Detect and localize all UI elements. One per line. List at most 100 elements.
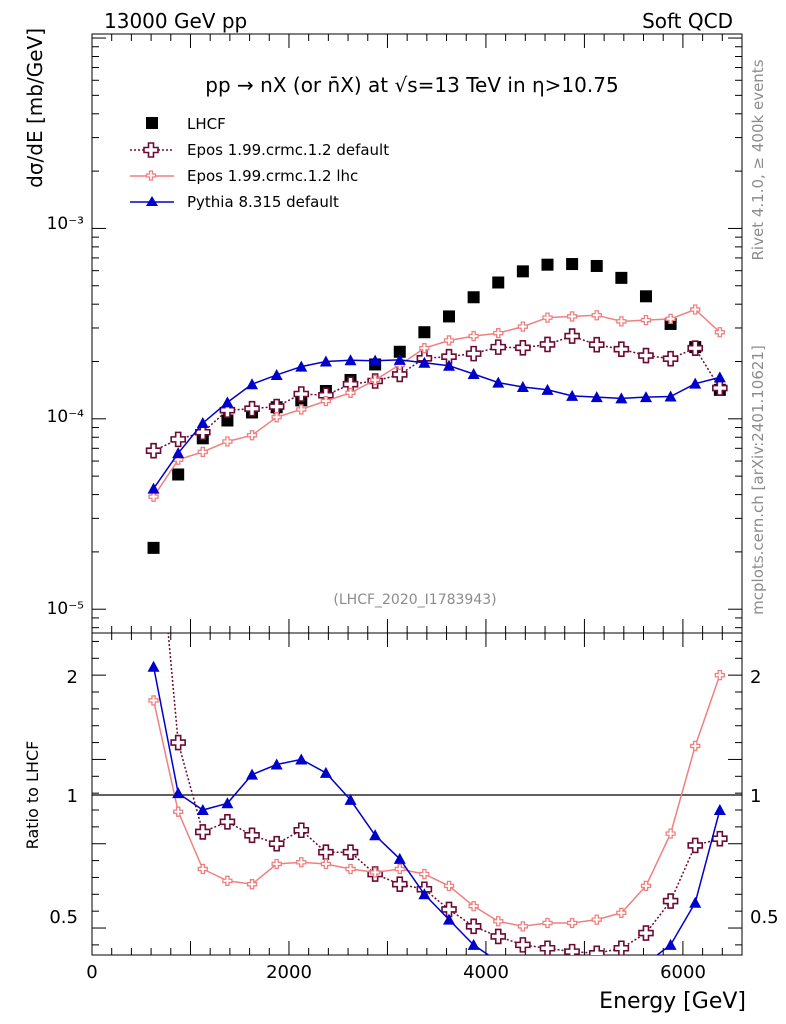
data-point-epos-default (293, 386, 310, 402)
ratio-point-epos-default (219, 814, 236, 830)
data-point-epos-lhc (271, 412, 282, 423)
ratio-point-pythia (418, 888, 431, 900)
ratio-tick-label-0.5-right: 0.5 (750, 907, 779, 928)
x-tick-label-0: 0 (86, 962, 97, 983)
data-point-pythia (664, 390, 677, 402)
ratio-point-pythia (246, 768, 259, 780)
legend-label-epos-lhc: Epos 1.99.crmc.1.2 lhc (187, 167, 358, 185)
data-point-lhcf (615, 271, 628, 284)
ratio-point-epos-lhc (246, 879, 258, 890)
ratio-point-epos-lhc (173, 806, 184, 817)
data-point-epos-lhc (345, 387, 356, 398)
ratio-point-pythia (467, 938, 480, 950)
legend-marker-epos-default (143, 142, 159, 158)
legend-marker-pythia (146, 196, 158, 206)
data-point-epos-default (687, 340, 704, 356)
ratio-point-pythia (319, 766, 332, 778)
ratio-point-pythia (591, 973, 603, 984)
axis-ticks (91, 34, 743, 955)
ratio-point-pythia (344, 793, 357, 805)
ratio-point-epos-lhc (345, 863, 356, 875)
ratio-tick-label-2-left: 2 (67, 667, 78, 688)
data-point-lhcf (541, 258, 554, 271)
data-point-epos-lhc (222, 436, 233, 447)
plot-title: pp → nX (or n̄X) at √s=13 TeV in η>10.75 (205, 73, 618, 97)
mcplots-source-label: mcplots.cern.ch [arXiv:2401.10621] (749, 345, 767, 615)
data-point-epos-default (638, 347, 654, 364)
data-point-epos-default (441, 348, 457, 365)
ratio-point-epos-lhc (148, 695, 159, 706)
ratio-point-epos-default (588, 945, 605, 955)
series-lhcf (147, 258, 726, 554)
data-point-pythia (492, 376, 505, 388)
rivet-version-label: Rivet 4.1.0, ≥ 400k events (749, 59, 767, 260)
ratio-point-epos-lhc (542, 917, 553, 929)
ratio-point-epos-lhc (419, 868, 430, 880)
ratio-point-pythia (664, 938, 677, 950)
data-point-lhcf (516, 265, 529, 278)
data-point-pythia (196, 417, 209, 429)
ratio-point-pythia (689, 896, 702, 908)
series-line-epos-lhc (152, 308, 721, 498)
ratio-point-epos-lhc (690, 740, 701, 752)
ratio-point-epos-default (638, 925, 654, 941)
ratio-point-epos-default (515, 937, 531, 953)
ratio-point-epos-default (465, 918, 482, 935)
ratio-point-pythia (640, 957, 652, 968)
legend-label-lhcf: LHCF (187, 115, 226, 133)
x-axis-title: Energy [GeV] (599, 989, 746, 1014)
analysis-id-label: (LHCF_2020_I1783943) (333, 592, 496, 608)
data-point-epos-lhc (493, 327, 504, 339)
data-point-epos-lhc (542, 312, 553, 323)
data-point-epos-lhc (246, 430, 258, 441)
data-point-pythia (713, 371, 726, 383)
ratio-point-epos-default (613, 940, 630, 955)
ratio-point-epos-default (318, 844, 334, 860)
ratio-point-epos-lhc (443, 880, 455, 892)
series-epos-lhc (148, 304, 725, 502)
data-point-pythia (270, 368, 283, 380)
ratio-point-epos-default (293, 822, 310, 839)
ratio-point-epos-lhc (394, 863, 405, 875)
legend-marker-lhcf (146, 117, 158, 129)
data-point-lhcf (443, 310, 456, 323)
series-epos-default (145, 328, 728, 459)
ratio-point-epos-lhc (517, 921, 529, 932)
x-tick-label-4000: 4000 (463, 962, 509, 983)
data-point-pythia (516, 380, 529, 392)
ratio-point-pythia (713, 804, 726, 816)
main-y-tick-labels: 10⁻³ 10⁻⁴ 10⁻⁵ (47, 214, 85, 619)
ratio-series-epos-default (167, 633, 728, 955)
data-point-epos-default (490, 339, 507, 355)
data-point-lhcf (492, 276, 505, 289)
ratio-point-epos-default (539, 940, 556, 955)
data-point-epos-lhc (148, 491, 159, 502)
ratio-point-pythia (443, 913, 456, 925)
data-point-lhcf (467, 291, 480, 304)
data-point-pythia (147, 482, 160, 494)
ratio-tick-label-2-right: 2 (750, 667, 761, 688)
y-tick-label-1e-4: 10⁻⁴ (47, 407, 85, 427)
data-point-pythia (566, 389, 579, 401)
ratio-point-epos-lhc (616, 907, 627, 919)
data-point-epos-lhc (690, 304, 701, 315)
data-point-lhcf (147, 541, 160, 554)
ratio-point-pythia (147, 660, 160, 672)
main-plot-marks (145, 258, 728, 554)
ratio-point-epos-default (564, 943, 580, 955)
data-point-epos-default (465, 345, 482, 362)
ratio-point-epos-lhc (296, 857, 307, 868)
data-point-epos-default (145, 442, 162, 459)
data-point-pythia (615, 392, 628, 404)
data-point-pythia (418, 356, 431, 368)
x-tick-labels: 0 2000 4000 6000 (86, 962, 706, 983)
ratio-point-epos-default (712, 830, 728, 847)
ratio-tick-label-1-right: 1 (750, 786, 761, 807)
data-point-epos-default (539, 336, 556, 353)
ratio-point-epos-lhc (714, 669, 725, 681)
data-point-lhcf (590, 259, 603, 272)
ratio-point-epos-default (687, 837, 704, 854)
ratio-series-pythia (147, 660, 726, 984)
ratio-point-epos-default (441, 901, 457, 918)
